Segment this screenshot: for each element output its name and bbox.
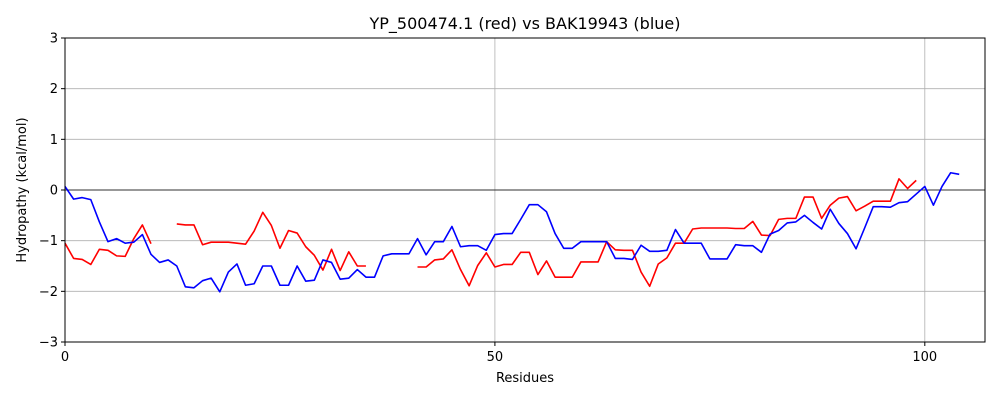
x-tick-label: 0 [61, 350, 69, 365]
series-0-line-segment-1 [176, 211, 366, 272]
y-tick-label: −3 [39, 336, 58, 351]
ticks: 0 50 100 −3 −2 −1 0 1 2 3 [39, 32, 937, 366]
y-tick-label: −2 [39, 285, 58, 300]
grid [64, 37, 985, 343]
x-tick-label: 50 [487, 350, 504, 365]
y-axis-title: Hydropathy (kcal/mol) [15, 117, 30, 262]
x-axis-title: Residues [496, 371, 554, 386]
series-0-line-segment-0 [64, 224, 152, 266]
chart-title: YP_500474.1 (red) vs BAK19943 (blue) [368, 14, 680, 34]
y-tick-label: 3 [50, 32, 58, 47]
series-layer [64, 171, 960, 293]
y-tick-label: 1 [50, 133, 58, 148]
series-1-line-segment-0 [64, 171, 960, 293]
y-tick-label: 0 [50, 184, 58, 199]
y-tick-label: −1 [39, 234, 58, 249]
series-0-line-segment-2 [417, 178, 917, 288]
y-tick-label: 2 [50, 82, 58, 97]
x-tick-label: 100 [912, 350, 937, 365]
